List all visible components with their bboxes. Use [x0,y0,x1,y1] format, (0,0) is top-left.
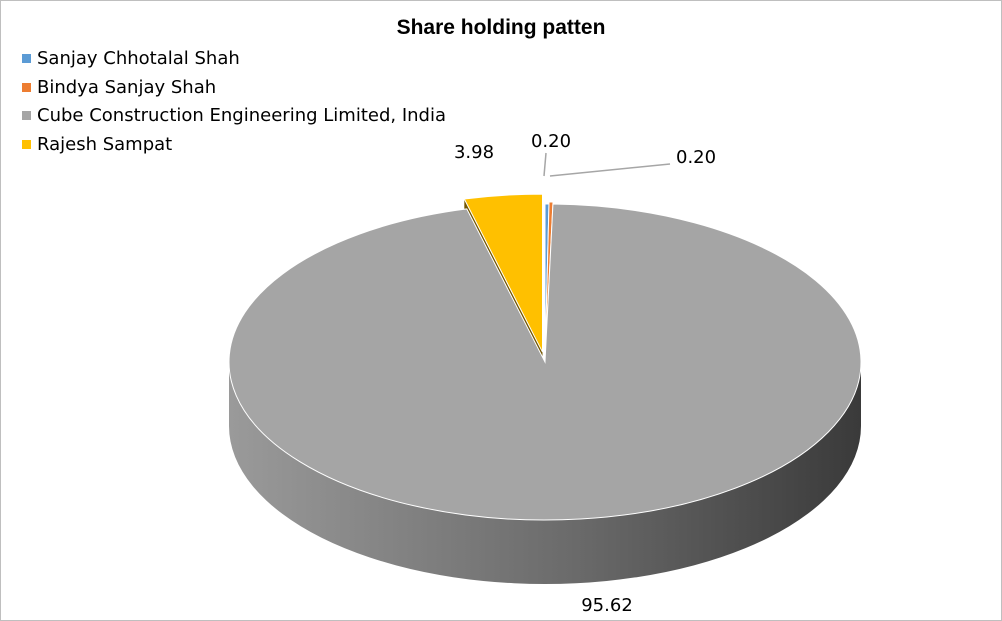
legend-label: Bindya Sanjay Shah [37,76,217,98]
legend-label: Cube Construction Engineering Limited, I… [37,105,446,126]
legend-label: Rajesh Sampat [37,133,173,155]
slice-tops [228,193,862,521]
legend-swatch [22,111,31,120]
data-label: 95.62 [581,595,633,616]
legend-swatch [22,54,31,63]
leader-lines [543,152,671,177]
data-labels: 0.20 0.20 95.62 3.98 [454,131,716,616]
pie-slice [228,203,862,521]
data-label: 0.20 [676,147,716,168]
data-label: 0.20 [531,131,571,152]
pie-slice [463,193,544,353]
leader-line [543,152,547,177]
slice-side [229,362,861,584]
legend-swatch [22,139,31,149]
legend-swatch [22,82,31,92]
chart-title: Share holding patten [396,16,606,39]
data-label: 3.98 [454,142,494,163]
legend-label: Sanjay Chhotalal Shah [37,48,240,69]
leader-line [549,163,671,177]
